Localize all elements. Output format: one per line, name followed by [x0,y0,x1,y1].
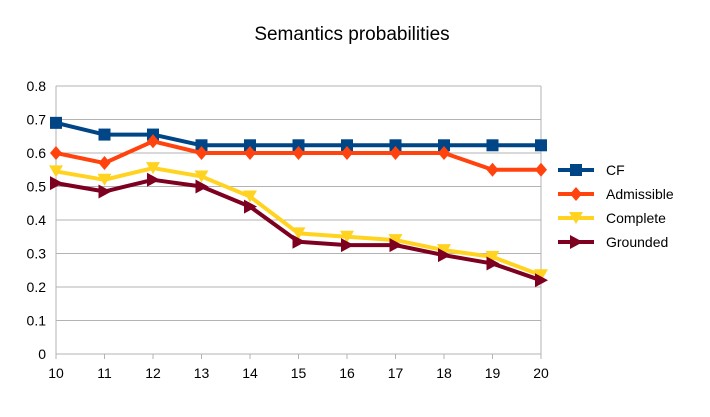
data-point [438,139,450,152]
data-point [389,238,403,253]
data-point [437,244,451,257]
y-tick-label: 0.7 [27,112,47,128]
x-tick-label: 14 [242,365,258,381]
data-point [244,139,256,152]
data-point [535,139,547,152]
data-point [389,139,402,152]
legend-item: Admissible [558,186,674,202]
legend-item: Complete [558,210,666,226]
data-point [292,146,305,160]
data-point [340,230,354,243]
legend-label: Admissible [606,186,674,202]
data-point [438,146,450,160]
data-point [341,238,354,253]
x-tick-label: 12 [145,365,161,381]
x-tick-label: 17 [388,365,404,381]
data-point [388,234,403,247]
legend-item: CF [558,162,625,178]
chart-title: Semantics probabilities [254,24,449,45]
data-point [341,139,353,152]
data-point [486,256,500,271]
legend: CF Admissible Complete Grounded [558,162,674,250]
y-tick-label: 0.2 [27,279,47,295]
y-tick-label: 0.8 [27,78,47,94]
data-point [486,162,499,177]
data-point [535,162,547,177]
x-tick-label: 18 [436,365,452,381]
series-complete [49,162,548,282]
x-tick-label: 19 [485,365,501,381]
y-tick-label: 0.6 [27,145,47,161]
data-point [291,227,306,240]
legend-label: Complete [606,210,666,226]
data-point [292,139,305,152]
data-point [50,176,63,191]
x-tick-label: 15 [291,365,307,381]
data-point [195,146,208,160]
x-tick-label: 10 [48,365,64,381]
x-tick-label: 13 [194,365,210,381]
legend-item: Grounded [558,234,668,250]
data-point [146,162,160,175]
data-point [486,139,499,152]
x-tick-label: 11 [97,365,112,381]
data-point [243,190,257,203]
x-tick-label: 20 [533,365,549,381]
data-point [194,170,209,183]
data-point [49,165,63,178]
y-tick-label: 0.5 [27,179,47,195]
series-layer [49,116,548,288]
series-admissible [50,134,547,177]
data-point [98,184,112,199]
grid [56,85,541,355]
data-point [341,146,353,160]
legend-marker [569,212,583,224]
data-point [292,234,306,249]
data-point [535,273,548,288]
data-point [485,250,500,263]
data-point [50,146,62,160]
y-tick-label: 0.3 [27,246,47,262]
data-point [389,146,402,160]
legend-label: Grounded [606,234,668,250]
series-grounded [50,172,548,288]
data-point [98,156,111,171]
legend-label: CF [606,162,625,178]
data-point [244,146,256,160]
data-point [147,134,159,149]
data-point [147,172,160,187]
data-point [534,269,548,282]
data-point [98,128,111,141]
x-tick-label: 16 [339,365,355,381]
legend-marker [570,187,582,201]
data-point [244,199,257,214]
data-point [195,139,208,152]
data-point [195,179,209,194]
legend-marker [570,164,582,176]
axes: 0 0.1 0.2 0.3 0.4 0.5 0.6 0.7 0.8 10 11 12 13 14 15 16 1… [27,78,549,381]
data-point [438,248,451,263]
data-point [97,173,112,186]
y-tick-label: 0.4 [27,212,47,228]
y-tick-label: 0 [38,346,46,362]
series-cf [50,116,547,152]
y-tick-label: 0.1 [27,313,47,329]
data-point [50,116,62,129]
legend-marker [570,235,583,249]
